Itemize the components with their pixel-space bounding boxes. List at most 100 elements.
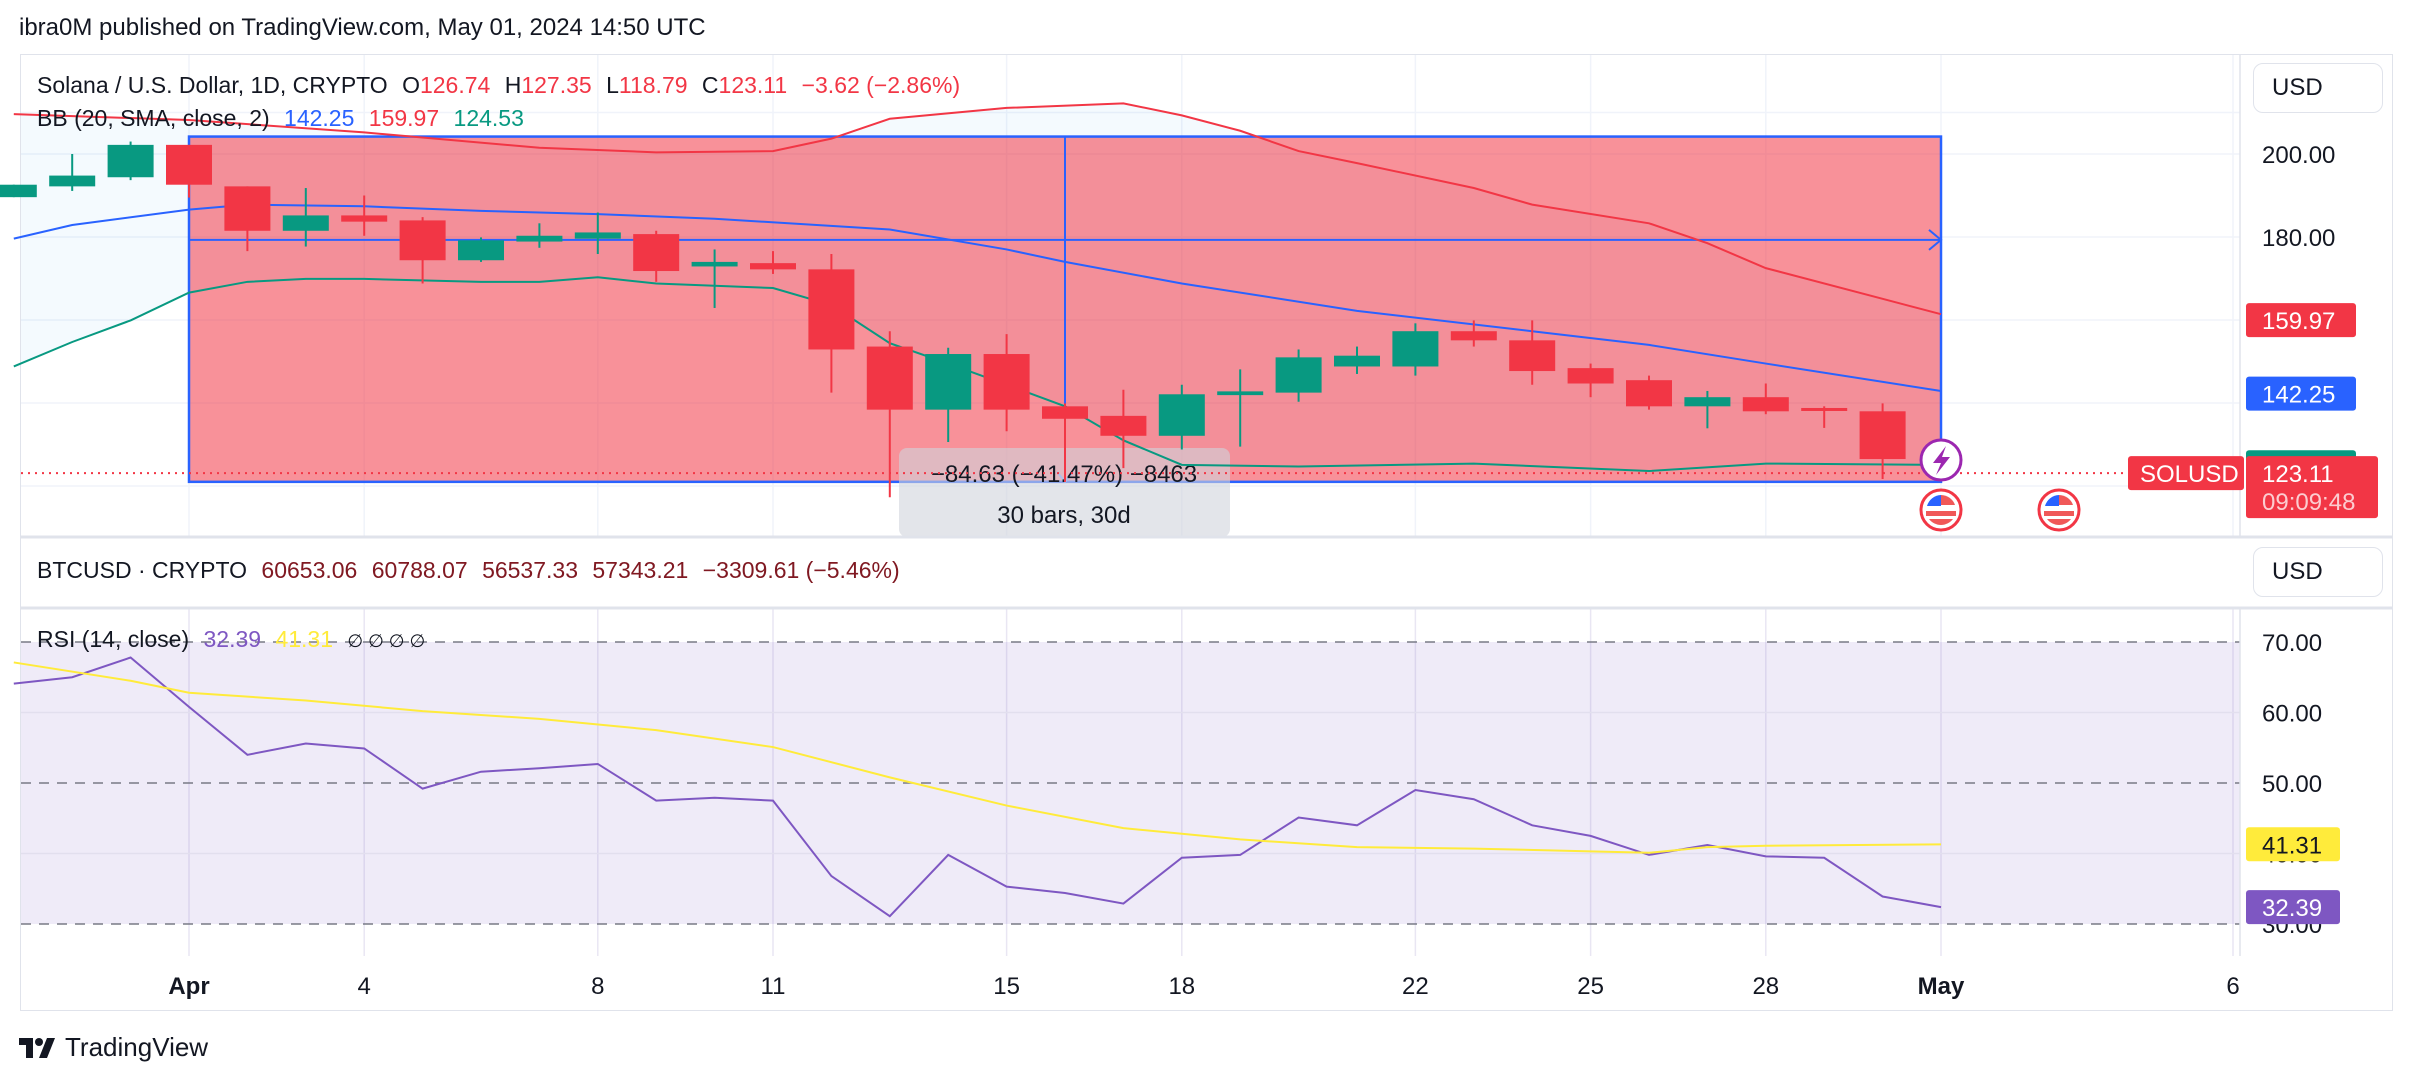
bb-legend[interactable]: BB (20, SMA, close, 2) 142.25 159.97 124… bbox=[37, 105, 532, 132]
us-flag-event-icon[interactable] bbox=[1919, 488, 1963, 532]
time-tick: 28 bbox=[1752, 973, 1779, 1000]
candle bbox=[1450, 320, 1497, 347]
candle-body bbox=[750, 263, 796, 270]
candle bbox=[1100, 389, 1147, 469]
flag-stripe bbox=[2059, 495, 2073, 505]
brand-name: TradingView bbox=[65, 1032, 209, 1062]
btc-legend[interactable]: BTCUSD · CRYPTO 60653.06 60788.07 56537.… bbox=[37, 557, 908, 584]
rsi-badge bbox=[2246, 890, 2340, 925]
candle bbox=[516, 223, 563, 248]
rsi-ma-value: 41.31 bbox=[275, 626, 334, 652]
candle-body bbox=[341, 215, 388, 222]
candlesticks bbox=[0, 141, 1906, 498]
price-tick: 200.00 bbox=[2262, 142, 2335, 169]
bb-label[interactable]: BB (20, SMA, close, 2) bbox=[37, 105, 270, 131]
candle-body bbox=[1392, 331, 1439, 367]
candle-body bbox=[399, 220, 446, 261]
rsi-badge-label: 32.39 bbox=[2262, 895, 2322, 922]
currency-button-main[interactable]: USD bbox=[2253, 63, 2383, 113]
bb-upper-line bbox=[13, 102, 1942, 316]
arrow-right-icon bbox=[1928, 229, 1943, 251]
time-tick: 4 bbox=[358, 973, 371, 1000]
time-tick: 22 bbox=[1402, 973, 1429, 1000]
candle-body bbox=[1684, 397, 1731, 407]
btc-close: 57343.21 bbox=[592, 557, 689, 583]
candle bbox=[1801, 406, 1848, 428]
candle bbox=[983, 334, 1030, 432]
candle bbox=[691, 249, 738, 308]
candle-body bbox=[1100, 415, 1147, 436]
tradingview-logo-icon bbox=[19, 1037, 55, 1058]
us-flag-event-icon[interactable] bbox=[2037, 488, 2081, 532]
flag-canton bbox=[2045, 495, 2059, 506]
price-badge-label: 142.25 bbox=[2262, 382, 2335, 409]
axes: 200.00180.00159.97142.25124.53123.1109:0… bbox=[168, 142, 2378, 1000]
low-label: L bbox=[606, 72, 619, 98]
bb-lower-line bbox=[13, 276, 1942, 473]
rsi-label[interactable]: RSI (14, close) bbox=[37, 626, 190, 652]
candle-body bbox=[1158, 394, 1205, 436]
high-value: 127.35 bbox=[521, 72, 592, 98]
last-price-label: 123.11 bbox=[2262, 461, 2334, 488]
candle bbox=[458, 237, 504, 262]
flag-canton bbox=[1927, 495, 1941, 506]
time-tick: 25 bbox=[1577, 973, 1604, 1000]
bb-lower-value: 124.53 bbox=[453, 105, 524, 131]
currency-button-btc[interactable]: USD bbox=[2253, 547, 2383, 597]
lightning-event-icon[interactable] bbox=[1919, 438, 1963, 482]
event-markers[interactable] bbox=[1919, 438, 2081, 532]
candle-body bbox=[282, 215, 329, 231]
low-value: 118.79 bbox=[618, 72, 688, 98]
candle bbox=[633, 230, 680, 282]
price-badge bbox=[2246, 303, 2356, 338]
rsi-legend[interactable]: RSI (14, close) 32.39 41.31 ∅ ∅ ∅ ∅ bbox=[37, 626, 433, 653]
candle-body bbox=[166, 144, 212, 185]
btc-symbol[interactable]: BTCUSD · CRYPTO bbox=[37, 557, 248, 583]
candle-body bbox=[1626, 380, 1672, 407]
rsi-tick: 60.00 bbox=[2262, 701, 2322, 728]
rsi-badge-label: 41.31 bbox=[2262, 832, 2322, 859]
tradingview-logo[interactable]: TradingView bbox=[19, 1032, 208, 1063]
flag-stripe bbox=[1926, 511, 1956, 516]
time-tick: 18 bbox=[1168, 973, 1195, 1000]
rsi-line bbox=[13, 656, 1942, 918]
btc-open: 60653.06 bbox=[261, 557, 358, 583]
measure-label-bg bbox=[899, 448, 1230, 537]
rsi-tick: 50.00 bbox=[2262, 771, 2322, 798]
time-tick: May bbox=[1918, 973, 1965, 1000]
bar-countdown: 09:09:48 bbox=[2262, 489, 2355, 516]
candle bbox=[750, 251, 796, 274]
candle-body bbox=[925, 354, 972, 410]
last-price-badge bbox=[2246, 456, 2378, 519]
candle bbox=[866, 331, 913, 498]
candle bbox=[282, 188, 329, 247]
rsi-value: 32.39 bbox=[203, 626, 262, 652]
flag-stripe bbox=[2044, 511, 2074, 516]
main-legend[interactable]: Solana / U.S. Dollar, 1D, CRYPTO O126.74… bbox=[37, 72, 968, 99]
close-label: C bbox=[701, 72, 719, 98]
candle bbox=[1567, 363, 1614, 398]
candle-body bbox=[1275, 357, 1322, 393]
bb-upper-value: 159.97 bbox=[368, 105, 440, 131]
chart-frame bbox=[20, 54, 2393, 1011]
candle bbox=[0, 184, 37, 198]
flag-stripe bbox=[2047, 519, 2071, 526]
close-value: 123.11 bbox=[718, 72, 788, 98]
rsi-ma-line bbox=[13, 661, 1942, 854]
candle-body bbox=[1859, 411, 1906, 460]
rsi-badge bbox=[2246, 827, 2340, 862]
candle-body bbox=[107, 144, 154, 178]
price-badge-label: 159.97 bbox=[2262, 308, 2335, 335]
candle bbox=[107, 141, 154, 181]
symbol-title[interactable]: Solana / U.S. Dollar, 1D, CRYPTO bbox=[37, 72, 388, 98]
time-tick: 6 bbox=[2226, 973, 2239, 1000]
candle bbox=[1742, 383, 1789, 415]
candle bbox=[925, 347, 972, 443]
candle bbox=[574, 212, 621, 255]
candle bbox=[1684, 390, 1731, 429]
rsi-extra-values: ∅ ∅ ∅ ∅ bbox=[347, 631, 426, 651]
symbol-tag-label: SOLUSD bbox=[2140, 461, 2239, 488]
bollinger-lines bbox=[13, 102, 2130, 475]
